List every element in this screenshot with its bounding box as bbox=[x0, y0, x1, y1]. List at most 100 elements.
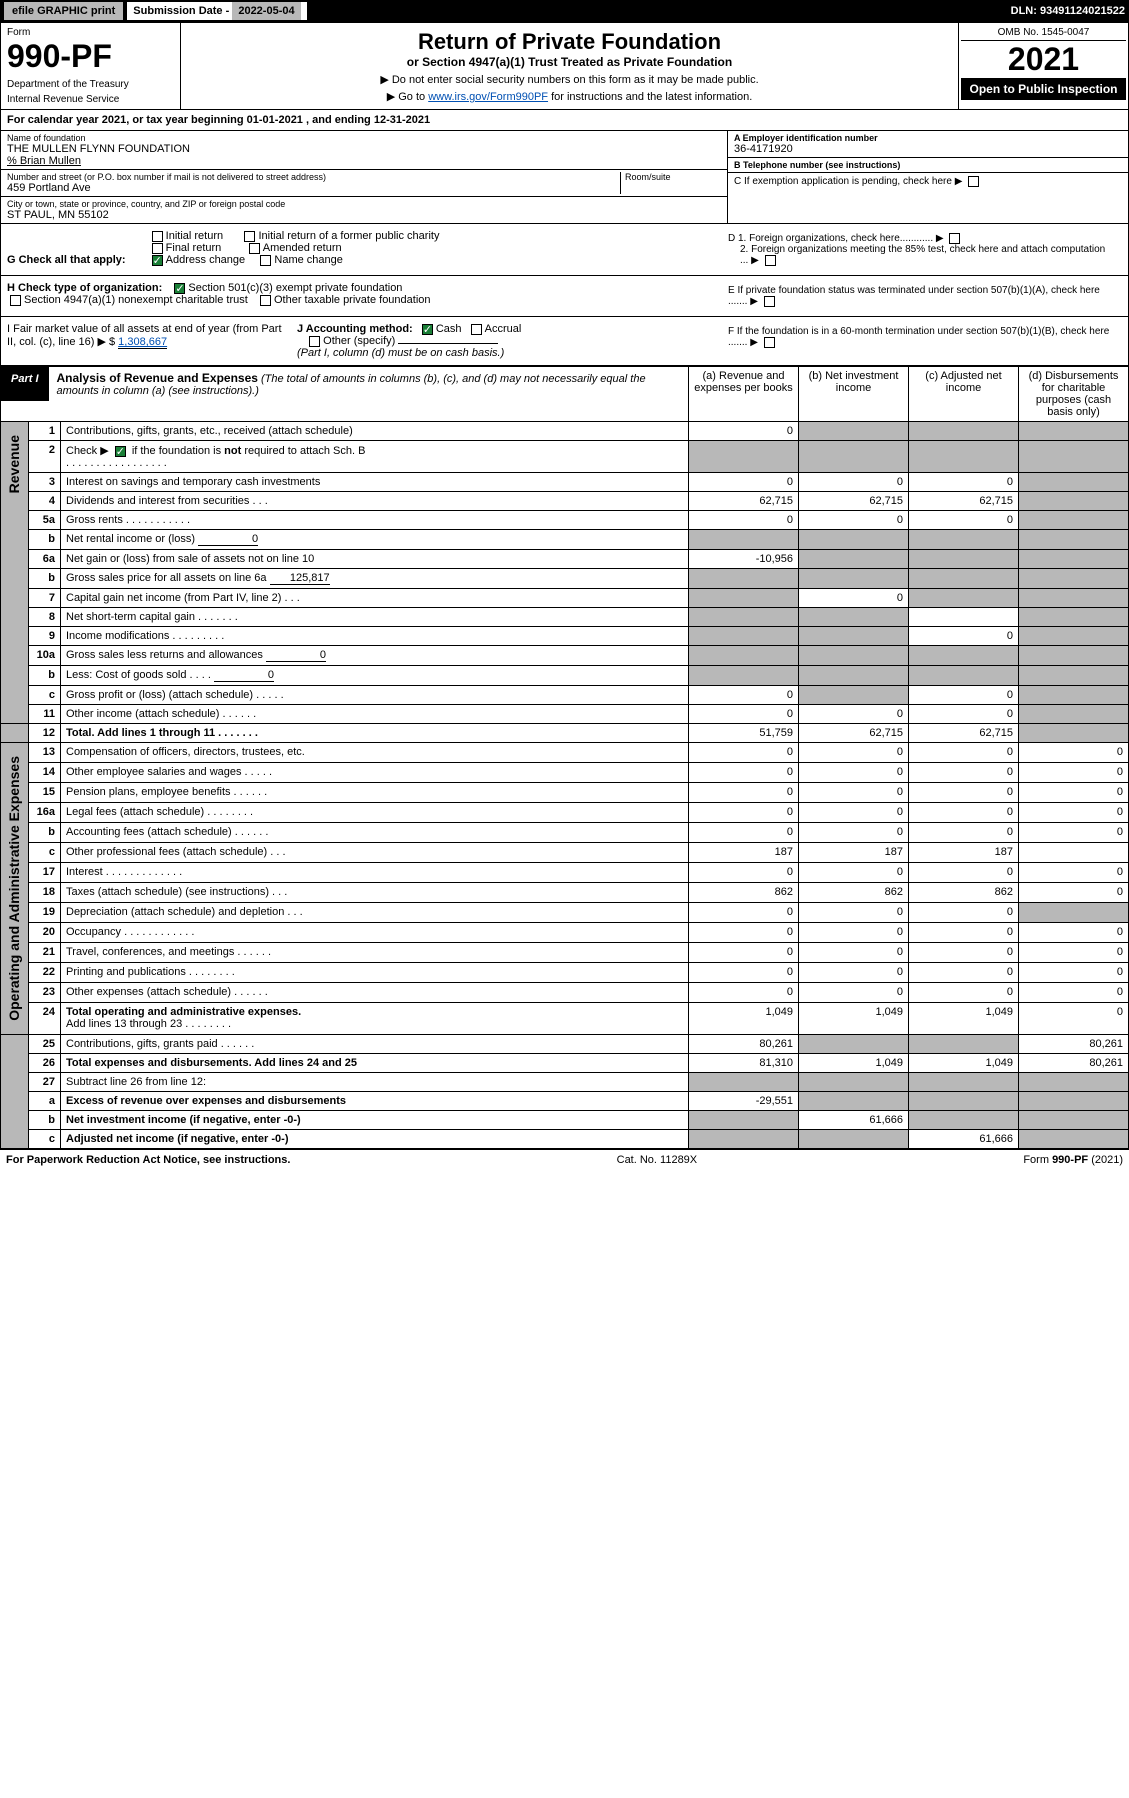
dln: DLN: 93491124021522 bbox=[1011, 5, 1125, 17]
entity-info: Name of foundation THE MULLEN FLYNN FOUN… bbox=[0, 131, 1129, 224]
open-to-public: Open to Public Inspection bbox=[961, 78, 1126, 100]
form-label: Form bbox=[7, 27, 174, 38]
table-row: bNet rental income or (loss) 0 bbox=[1, 530, 1129, 550]
section-h: H Check type of organization: Section 50… bbox=[7, 282, 722, 306]
foundation-name: THE MULLEN FLYNN FOUNDATION bbox=[7, 143, 721, 155]
amended-return-checkbox[interactable] bbox=[249, 243, 260, 254]
table-row: 19Depreciation (attach schedule) and dep… bbox=[1, 902, 1129, 922]
terminated-checkbox[interactable] bbox=[764, 296, 775, 307]
table-row: 11Other income (attach schedule) . . . .… bbox=[1, 705, 1129, 724]
table-row: 27Subtract line 26 from line 12: bbox=[1, 1073, 1129, 1092]
table-row: 14Other employee salaries and wages . . … bbox=[1, 763, 1129, 783]
fmv-assets[interactable]: 1,308,667 bbox=[118, 336, 167, 349]
form-ref: Form 990-PF (2021) bbox=[1023, 1154, 1123, 1166]
table-row: 4Dividends and interest from securities … bbox=[1, 492, 1129, 511]
header-left: Form 990-PF Department of the Treasury I… bbox=[1, 23, 181, 109]
final-return-checkbox[interactable] bbox=[152, 243, 163, 254]
table-row: 7Capital gain net income (from Part IV, … bbox=[1, 589, 1129, 608]
cost-of-goods-sold: 0 bbox=[214, 669, 274, 682]
cash-method-checkbox[interactable] bbox=[422, 324, 433, 335]
table-row: aExcess of revenue over expenses and dis… bbox=[1, 1092, 1129, 1111]
entity-right: A Employer identification number 36-4171… bbox=[728, 131, 1128, 223]
form-title: Return of Private Foundation bbox=[191, 29, 948, 55]
form-subtitle: or Section 4947(a)(1) Trust Treated as P… bbox=[191, 55, 948, 69]
table-row: Revenue 1 Contributions, gifts, grants, … bbox=[1, 422, 1129, 441]
exemption-pending: C If exemption application is pending, c… bbox=[728, 173, 1128, 190]
foreign-85pct-checkbox[interactable] bbox=[765, 255, 776, 266]
part1-title: Analysis of Revenue and Expenses (The to… bbox=[49, 367, 688, 401]
table-row: 18Taxes (attach schedule) (see instructi… bbox=[1, 882, 1129, 902]
table-row: Operating and Administrative Expenses 13… bbox=[1, 743, 1129, 763]
part1-tag: Part I bbox=[1, 367, 49, 401]
gross-sales-less-returns: 0 bbox=[266, 649, 326, 662]
table-row: bNet investment income (if negative, ent… bbox=[1, 1111, 1129, 1130]
table-row: 6aNet gain or (loss) from sale of assets… bbox=[1, 550, 1129, 569]
instructions-link-row: ▶ Go to www.irs.gov/Form990PF for instru… bbox=[191, 90, 948, 103]
city-state-zip: ST PAUL, MN 55102 bbox=[7, 209, 721, 221]
section-i-j-f: I Fair market value of all assets at end… bbox=[0, 317, 1129, 366]
other-method-checkbox[interactable] bbox=[309, 336, 320, 347]
col-c-header: (c) Adjusted net income bbox=[909, 367, 1019, 422]
expenses-side-label: Operating and Administrative Expenses bbox=[6, 746, 22, 1031]
other-taxable-checkbox[interactable] bbox=[260, 295, 271, 306]
gross-sales-6a: 125,817 bbox=[270, 572, 330, 585]
section-i: I Fair market value of all assets at end… bbox=[7, 323, 287, 348]
table-row: bAccounting fees (attach schedule) . . .… bbox=[1, 823, 1129, 843]
table-row: 10aGross sales less returns and allowanc… bbox=[1, 646, 1129, 666]
entity-left: Name of foundation THE MULLEN FLYNN FOUN… bbox=[1, 131, 728, 223]
irs-link[interactable]: www.irs.gov/Form990PF bbox=[428, 91, 548, 103]
table-row: 12Total. Add lines 1 through 11 . . . . … bbox=[1, 724, 1129, 743]
sch-b-not-required-checkbox[interactable] bbox=[115, 446, 126, 457]
section-h-e: H Check type of organization: Section 50… bbox=[0, 276, 1129, 317]
foreign-org-checkbox[interactable] bbox=[949, 233, 960, 244]
table-row: cGross profit or (loss) (attach schedule… bbox=[1, 686, 1129, 705]
section-g-d: G Check all that apply: Initial return I… bbox=[0, 224, 1129, 276]
section-d: D 1. Foreign organizations, check here..… bbox=[722, 230, 1122, 269]
col-b-header: (b) Net investment income bbox=[799, 367, 909, 422]
irs-label: Internal Revenue Service bbox=[7, 94, 174, 105]
address-change-checkbox[interactable] bbox=[152, 255, 163, 266]
catalog-number: Cat. No. 11289X bbox=[617, 1154, 698, 1166]
col-a-header: (a) Revenue and expenses per books bbox=[689, 367, 799, 422]
initial-public-charity-checkbox[interactable] bbox=[244, 231, 255, 242]
street-address: 459 Portland Ave bbox=[7, 182, 616, 194]
501c3-checkbox[interactable] bbox=[174, 283, 185, 294]
initial-return-checkbox[interactable] bbox=[152, 231, 163, 242]
exemption-pending-checkbox[interactable] bbox=[968, 176, 979, 187]
table-row: bGross sales price for all assets on lin… bbox=[1, 569, 1129, 589]
table-row: 26Total expenses and disbursements. Add … bbox=[1, 1054, 1129, 1073]
table-row: cAdjusted net income (if negative, enter… bbox=[1, 1130, 1129, 1149]
table-row: 24Total operating and administrative exp… bbox=[1, 1002, 1129, 1035]
table-row: 20Occupancy . . . . . . . . . . . .0000 bbox=[1, 922, 1129, 942]
tax-year-begin: 01-01-2021 bbox=[247, 114, 303, 126]
omb-number: OMB No. 1545-0047 bbox=[961, 25, 1126, 41]
ssn-warning: ▶ Do not enter social security numbers o… bbox=[191, 73, 948, 86]
efile-print-button[interactable]: efile GRAPHIC print bbox=[4, 2, 123, 20]
ein: 36-4171920 bbox=[734, 143, 1122, 155]
part1-header: Part I Analysis of Revenue and Expenses … bbox=[1, 367, 688, 401]
address-field: Number and street (or P.O. box number if… bbox=[1, 170, 727, 197]
tax-year-end: 12-31-2021 bbox=[374, 114, 430, 126]
section-g: G Check all that apply: Initial return I… bbox=[7, 230, 722, 266]
page-footer: For Paperwork Reduction Act Notice, see … bbox=[0, 1149, 1129, 1170]
name-change-checkbox[interactable] bbox=[260, 255, 271, 266]
60month-checkbox[interactable] bbox=[764, 337, 775, 348]
table-row: 25Contributions, gifts, grants paid . . … bbox=[1, 1035, 1129, 1054]
net-rental-income: 0 bbox=[198, 533, 258, 546]
table-row: bLess: Cost of goods sold . . . . 0 bbox=[1, 666, 1129, 686]
header-right: OMB No. 1545-0047 2021 Open to Public In… bbox=[958, 23, 1128, 109]
table-row: 23Other expenses (attach schedule) . . .… bbox=[1, 982, 1129, 1002]
table-row: 9Income modifications . . . . . . . . .0 bbox=[1, 627, 1129, 646]
revenue-side-label: Revenue bbox=[6, 425, 22, 503]
table-row: 17Interest . . . . . . . . . . . . .0000 bbox=[1, 863, 1129, 883]
section-e: E If private foundation status was termi… bbox=[722, 282, 1122, 310]
section-j: J Accounting method: Cash Accrual Other … bbox=[287, 323, 722, 359]
city-field: City or town, state or province, country… bbox=[1, 197, 727, 223]
accrual-method-checkbox[interactable] bbox=[471, 324, 482, 335]
table-row: cOther professional fees (attach schedul… bbox=[1, 843, 1129, 863]
part1-table: Part I Analysis of Revenue and Expenses … bbox=[0, 366, 1129, 1149]
4947a1-checkbox[interactable] bbox=[10, 295, 21, 306]
table-row: 5aGross rents . . . . . . . . . . .000 bbox=[1, 511, 1129, 530]
table-row: 15Pension plans, employee benefits . . .… bbox=[1, 783, 1129, 803]
table-row: 3Interest on savings and temporary cash … bbox=[1, 473, 1129, 492]
